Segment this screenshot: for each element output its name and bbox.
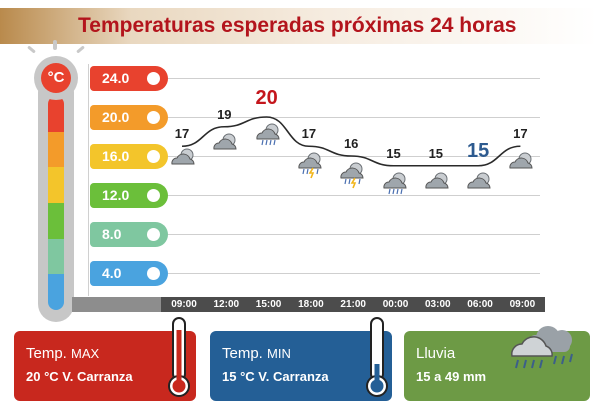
scale-dot-icon bbox=[147, 72, 160, 85]
temperature-value-label: 20 bbox=[255, 87, 278, 109]
min-temp-card: Temp. MIN 15 °C V. Carranza bbox=[210, 331, 392, 401]
temperature-value-label: 16 bbox=[343, 136, 359, 151]
rain-title: Lluvia bbox=[416, 345, 456, 362]
scale-dot-icon bbox=[147, 267, 160, 280]
max-temp-card: Temp. MAX 20 °C V. Carranza bbox=[14, 331, 196, 401]
min-temp-value: 15 °C V. Carranza bbox=[222, 369, 329, 384]
time-label: 03:00 bbox=[414, 297, 461, 312]
thermometer-segment bbox=[48, 274, 64, 310]
rain-cloud-icon bbox=[380, 170, 412, 205]
thermometer-segment bbox=[48, 96, 64, 132]
scale-label: 20.0 bbox=[102, 109, 130, 125]
scale-label: 8.0 bbox=[102, 226, 122, 242]
rain-cloud-icon bbox=[511, 326, 573, 369]
scale-badge: 8.0 bbox=[90, 222, 168, 247]
scale-badge: 12.0 bbox=[90, 183, 168, 208]
scale-badge: 4.0 bbox=[90, 261, 168, 286]
time-label: 21:00 bbox=[330, 297, 377, 312]
time-label: 12:00 bbox=[203, 297, 250, 312]
cloudy-icon bbox=[506, 150, 538, 185]
time-label: 06:00 bbox=[457, 297, 504, 312]
scale-label: 16.0 bbox=[102, 148, 130, 164]
scale-label: 4.0 bbox=[102, 265, 122, 281]
grid-line bbox=[168, 273, 540, 274]
time-label: 00:00 bbox=[372, 297, 419, 312]
title-banner bbox=[0, 8, 597, 44]
rain-value: 15 a 49 mm bbox=[416, 369, 487, 384]
scale-badge: 24.0 bbox=[90, 66, 168, 91]
cloudy-icon bbox=[422, 170, 454, 205]
scale-dot-icon bbox=[147, 228, 160, 241]
thermometer-segment bbox=[48, 167, 64, 203]
scale-dot-icon bbox=[147, 150, 160, 163]
time-label: 18:00 bbox=[287, 297, 334, 312]
thermometer-icon bbox=[168, 317, 190, 397]
thermometer-segment bbox=[48, 131, 64, 168]
thermometer-icon bbox=[366, 317, 388, 397]
cloudy-icon bbox=[210, 131, 242, 166]
grid-line bbox=[168, 195, 540, 196]
temperature-value-label: 15 bbox=[386, 145, 401, 161]
time-label: 09:00 bbox=[161, 297, 207, 312]
scale-label: 24.0 bbox=[102, 70, 130, 86]
scale-dot-icon bbox=[147, 189, 160, 202]
time-label: 09:00 bbox=[499, 297, 546, 312]
temperature-value-label: 19 bbox=[217, 106, 232, 122]
cloudy-icon bbox=[168, 146, 200, 181]
thermometer-segment bbox=[48, 202, 64, 239]
temperature-value-label: 17 bbox=[174, 126, 190, 142]
temperature-value-label: 17 bbox=[513, 126, 528, 142]
page-title: Temperaturas esperadas próximas 24 horas bbox=[78, 14, 517, 37]
thermometer-scale bbox=[48, 96, 64, 310]
scale-label: 12.0 bbox=[102, 187, 130, 203]
rain-cloud-icon bbox=[253, 121, 285, 156]
temperature-value-label: 15 bbox=[428, 145, 444, 161]
scale-divider bbox=[88, 64, 89, 296]
min-temp-title: Temp. MIN bbox=[222, 345, 291, 362]
cloudy-icon bbox=[464, 170, 496, 205]
grid-line bbox=[168, 234, 540, 235]
temperature-line bbox=[181, 116, 521, 167]
storm-cloud-icon bbox=[337, 160, 369, 195]
max-temp-title: Temp. MAX bbox=[26, 345, 100, 362]
time-label: 15:00 bbox=[245, 297, 292, 312]
scale-dot-icon bbox=[147, 111, 160, 124]
grid-line bbox=[168, 78, 540, 79]
scale-badge: 20.0 bbox=[90, 105, 168, 130]
scale-badge: 16.0 bbox=[90, 144, 168, 169]
grid-line bbox=[168, 117, 540, 118]
max-temp-value: 20 °C V. Carranza bbox=[26, 369, 133, 384]
storm-cloud-icon bbox=[295, 150, 327, 185]
temperature-value-label: 15 bbox=[466, 139, 490, 162]
celsius-icon: °C bbox=[41, 63, 71, 93]
thermometer-segment bbox=[48, 238, 64, 275]
temperature-value-label: 17 bbox=[301, 126, 317, 142]
